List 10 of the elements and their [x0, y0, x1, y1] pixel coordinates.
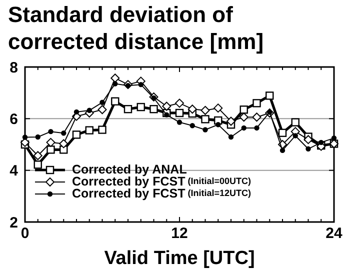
x-tick-label: 12	[171, 225, 188, 242]
x-tick-label: 24	[326, 225, 343, 242]
legend-label: Corrected by ANAL	[72, 162, 188, 176]
y-tick-label: 4	[10, 162, 19, 180]
y-tick-label: 6	[10, 110, 18, 128]
x-tick-label: 0	[20, 225, 30, 242]
y-tick-label: 8	[10, 59, 18, 76]
y-tick-label: 2	[10, 214, 18, 232]
x-axis-title: Valid Time [UTC]	[104, 248, 255, 269]
chart-title: Standard deviation of corrected distance [mm]	[8, 2, 264, 54]
